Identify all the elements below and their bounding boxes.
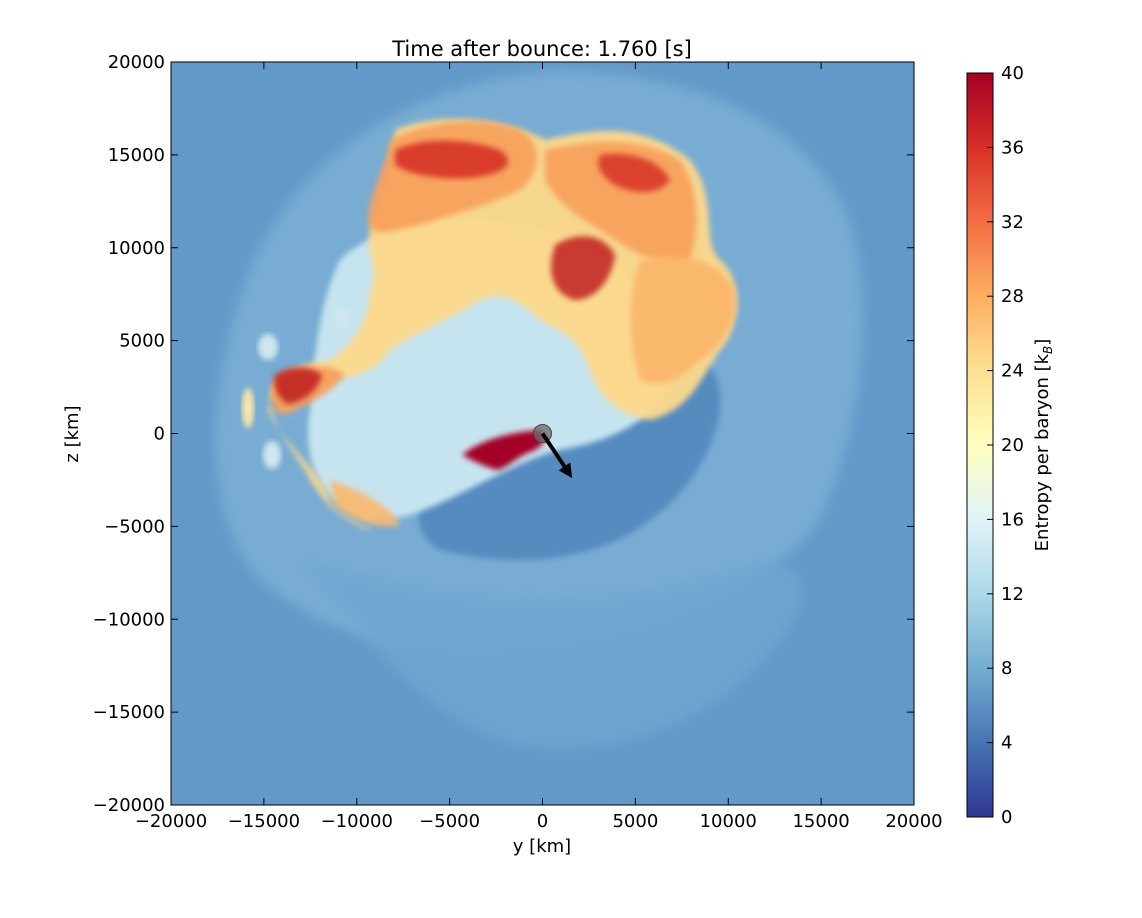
chart-title: Time after bounce: 1.760 [s] xyxy=(391,37,692,61)
light-blob-3 xyxy=(242,388,254,428)
x-axis-label: y [km] xyxy=(513,836,571,857)
direction-arrow-shaft xyxy=(540,432,567,468)
y-axis: 20000 15000 10000 5000 0 −5000 −10000 −15000 −20… xyxy=(93,52,914,816)
colorbar-tick-label: 36 xyxy=(1001,137,1024,158)
colorbar-tick-label: 0 xyxy=(1001,807,1012,828)
light-blob-2 xyxy=(263,441,281,469)
colorbar-label: Entropy per baryon [kB] xyxy=(1032,339,1055,552)
x-tick-label: 10000 xyxy=(700,811,757,832)
y-axis-label: z [km] xyxy=(62,405,83,462)
dark-red-jet xyxy=(462,430,545,470)
x-tick-label: −10000 xyxy=(321,811,393,832)
colorbar-label-sub: B xyxy=(1041,346,1055,354)
hottest-clumps xyxy=(395,140,509,179)
colorbar-axis: 0 4 8 12 16 20 24 28 32 36 40 xyxy=(987,63,1024,828)
red-clump-center xyxy=(551,236,615,300)
lower-shock-lobe xyxy=(300,560,802,749)
y-tick-label: 10000 xyxy=(108,238,165,259)
y-tick-label: −5000 xyxy=(104,516,165,537)
colorbar-tick-label: 28 xyxy=(1001,286,1024,307)
x-tick-label: −20000 xyxy=(135,811,207,832)
x-tick-label: 15000 xyxy=(792,811,849,832)
y-tick-label: 0 xyxy=(154,424,165,445)
x-tick-label: 5000 xyxy=(612,811,658,832)
light-blob-4 xyxy=(335,308,351,328)
x-axis: −20000 −15000 −10000 −5000 0 5000 10000 15000 20… xyxy=(135,62,943,832)
orange-lower-arm xyxy=(330,480,400,527)
colorbar-tick-label: 32 xyxy=(1001,212,1024,233)
light-blob-1 xyxy=(258,334,278,360)
y-tick-label: −20000 xyxy=(93,795,165,816)
x-tick-label: −5000 xyxy=(419,811,480,832)
heatmap-image xyxy=(171,62,914,805)
y-tick-label: −15000 xyxy=(93,702,165,723)
marker-layer xyxy=(533,424,573,479)
colorbar-tick-label: 20 xyxy=(1001,435,1024,456)
colorbar-tick-label: 24 xyxy=(1001,361,1024,382)
colorbar-tick-label: 8 xyxy=(1001,658,1012,679)
y-tick-label: −10000 xyxy=(93,609,165,630)
y-tick-label: 5000 xyxy=(119,331,165,352)
direction-arrow-head xyxy=(558,462,573,479)
x-tick-label: 20000 xyxy=(885,811,942,832)
colorbar-tick-label: 4 xyxy=(1001,733,1012,754)
red-clump-upper-right xyxy=(598,153,670,192)
colorbar-tick-label: 40 xyxy=(1001,63,1024,84)
x-tick-label: −15000 xyxy=(228,811,300,832)
colorbar-label-main: Entropy per baryon [k xyxy=(1032,353,1053,551)
y-tick-label: 15000 xyxy=(108,145,165,166)
x-tick-label: 0 xyxy=(537,811,548,832)
orange-right-lobe xyxy=(630,256,736,384)
y-tick-label: 20000 xyxy=(108,52,165,73)
red-clump-left xyxy=(274,367,322,404)
colorbar-tick-label: 16 xyxy=(1001,509,1024,530)
colorbar-tick-label: 12 xyxy=(1001,584,1024,605)
colorbar-label-end: ] xyxy=(1032,339,1053,346)
